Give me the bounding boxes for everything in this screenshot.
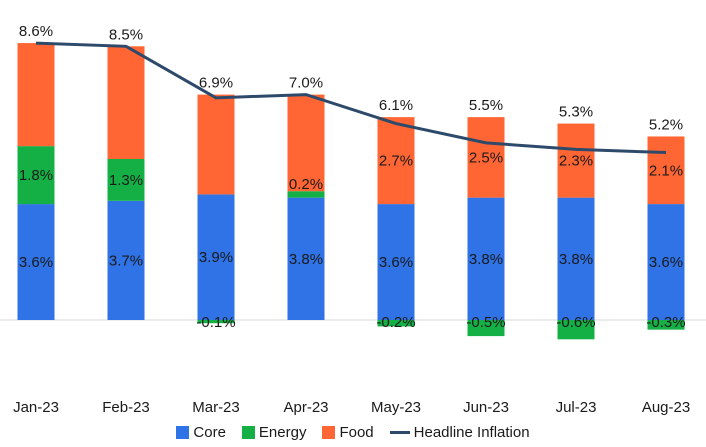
label-energy-jul-23: -0.6%: [556, 314, 595, 331]
label-core-jan-23: 3.6%: [19, 254, 53, 271]
x-tick-apr-23: Apr-23: [283, 399, 328, 416]
bar-energy-jun-23: [467, 320, 505, 337]
bar-energy-apr-23: [287, 191, 325, 198]
bar-food-aug-23: [647, 136, 685, 205]
label-food-aug-23: 2.1%: [649, 162, 683, 179]
label-core-jun-23: 3.8%: [469, 251, 503, 268]
label-core-mar-23: 3.9%: [199, 249, 233, 266]
core-swatch: [176, 426, 190, 439]
label-core-apr-23: 3.8%: [289, 251, 323, 268]
bar-energy-mar-23: [197, 320, 235, 324]
label-core-jul-23: 3.8%: [559, 251, 593, 268]
legend-label-core: Core: [193, 424, 226, 441]
bar-food-jun-23: [467, 117, 505, 198]
legend-label-food: Food: [339, 424, 374, 441]
label-core-aug-23: 3.6%: [649, 254, 683, 271]
bar-core-jun-23: [467, 197, 505, 320]
bar-food-jul-23: [557, 123, 595, 198]
bar-food-mar-23: [197, 94, 235, 195]
legend-item-energy: Energy: [241, 424, 307, 441]
legend-item-core: Core: [176, 424, 226, 441]
bar-core-feb-23: [107, 200, 145, 320]
energy-swatch: [241, 426, 255, 439]
label-food-jun-23: 2.5%: [469, 149, 503, 166]
bar-core-jan-23: [17, 204, 55, 320]
bar-food-feb-23: [107, 46, 145, 159]
bar-food-jan-23: [17, 43, 55, 147]
bar-core-may-23: [377, 204, 415, 320]
label-energy-may-23: -0.2%: [376, 314, 415, 331]
x-tick-jan-23: Jan-23: [13, 399, 59, 416]
x-tick-jun-23: Jun-23: [463, 399, 509, 416]
bar-core-mar-23: [197, 194, 235, 320]
label-headline-jan-23: 8.6%: [19, 23, 53, 40]
bar-energy-jan-23: [17, 146, 55, 205]
chart-legend: Core Energy Food Headline Inflation: [0, 424, 706, 441]
label-headline-apr-23: 7.0%: [289, 75, 323, 92]
legend-item-headline: Headline Inflation: [389, 424, 530, 441]
bar-core-jul-23: [557, 197, 595, 320]
label-food-jul-23: 2.3%: [559, 153, 593, 170]
label-headline-may-23: 6.1%: [379, 97, 413, 114]
label-energy-aug-23: -0.3%: [646, 314, 685, 331]
label-energy-jun-23: -0.5%: [466, 314, 505, 331]
legend-label-headline: Headline Inflation: [413, 424, 530, 441]
bar-core-apr-23: [287, 197, 325, 320]
bar-food-apr-23: [287, 94, 325, 192]
legend-item-food: Food: [322, 424, 374, 441]
label-energy-apr-23: 0.2%: [289, 176, 323, 193]
bar-food-may-23: [377, 117, 415, 205]
label-headline-jun-23: 5.5%: [469, 97, 503, 114]
label-energy-mar-23: -0.1%: [196, 314, 235, 331]
bar-energy-jul-23: [557, 320, 595, 340]
headline-swatch: [389, 431, 410, 434]
x-tick-aug-23: Aug-23: [642, 399, 690, 416]
bar-core-aug-23: [647, 204, 685, 320]
label-headline-mar-23: 6.9%: [199, 75, 233, 92]
bar-energy-may-23: [377, 320, 415, 327]
label-headline-aug-23: 5.2%: [649, 116, 683, 133]
label-headline-feb-23: 8.5%: [109, 26, 143, 43]
label-core-feb-23: 3.7%: [109, 252, 143, 269]
x-tick-may-23: May-23: [371, 399, 421, 416]
food-swatch: [322, 426, 336, 439]
bar-energy-feb-23: [107, 159, 145, 201]
headline-inflation-line: [35, 41, 667, 155]
stacked-bar-chart: Jan-23 Feb-23 Mar-23 Apr-23 May-23 Jun-23 Jul-…: [0, 23, 706, 416]
legend-label-energy: Energy: [258, 424, 307, 441]
x-tick-jul-23: Jul-23: [556, 399, 597, 416]
label-core-may-23: 3.6%: [379, 254, 413, 271]
bar-energy-aug-23: [647, 320, 685, 330]
label-headline-jul-23: 5.3%: [559, 104, 593, 121]
x-tick-feb-23: Feb-23: [102, 399, 150, 416]
label-energy-feb-23: 1.3%: [109, 172, 143, 189]
label-energy-jan-23: 1.8%: [19, 167, 53, 184]
label-food-may-23: 2.7%: [379, 153, 413, 170]
x-tick-mar-23: Mar-23: [192, 399, 240, 416]
